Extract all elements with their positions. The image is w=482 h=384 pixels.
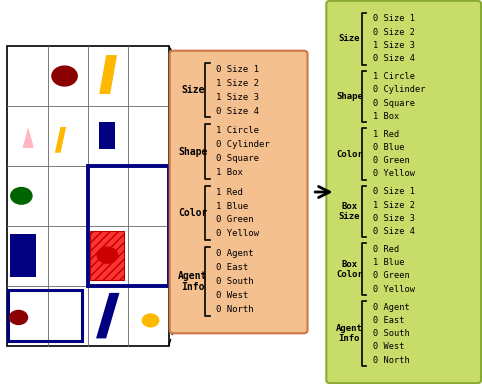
Text: 0 Size 3: 0 Size 3 — [373, 214, 415, 223]
Text: Agent
Info: Agent Info — [178, 271, 207, 292]
FancyBboxPatch shape — [170, 51, 308, 333]
Text: 0 East: 0 East — [373, 316, 404, 325]
Text: 1 Blue: 1 Blue — [373, 258, 404, 267]
Bar — [10, 233, 36, 277]
Text: 0 East: 0 East — [216, 263, 248, 272]
Text: 1 Size 3: 1 Size 3 — [216, 93, 259, 102]
Bar — [7, 46, 169, 346]
Text: 0 Size 1: 0 Size 1 — [373, 187, 415, 196]
Bar — [91, 230, 124, 280]
Text: 0 Green: 0 Green — [373, 156, 409, 165]
Text: 0 North: 0 North — [373, 356, 409, 364]
Text: Color: Color — [178, 208, 207, 218]
Polygon shape — [96, 293, 120, 338]
Text: 1 Box: 1 Box — [373, 112, 399, 121]
Polygon shape — [55, 127, 66, 153]
Text: 0 Size 2: 0 Size 2 — [373, 28, 415, 36]
Text: Box
Size: Box Size — [339, 202, 360, 221]
Text: Color: Color — [336, 149, 363, 159]
Text: 0 Red: 0 Red — [373, 245, 399, 254]
Text: 0 Agent: 0 Agent — [373, 303, 409, 311]
Text: Shape: Shape — [178, 147, 207, 157]
Polygon shape — [23, 127, 34, 148]
Text: 0 Size 4: 0 Size 4 — [373, 227, 415, 236]
Text: 0 Green: 0 Green — [216, 215, 254, 225]
Polygon shape — [99, 55, 117, 94]
Text: 1 Size 3: 1 Size 3 — [373, 41, 415, 50]
Text: 0 Square: 0 Square — [216, 154, 259, 163]
Text: 0 Blue: 0 Blue — [373, 143, 404, 152]
Bar — [99, 122, 115, 149]
Text: 0 Size 4: 0 Size 4 — [373, 54, 415, 63]
Text: 0 Cylinder: 0 Cylinder — [216, 140, 270, 149]
Text: Size: Size — [181, 85, 204, 95]
Text: 0 Green: 0 Green — [373, 271, 409, 280]
Bar — [9, 290, 82, 341]
Text: 0 South: 0 South — [373, 329, 409, 338]
Text: 1 Box: 1 Box — [216, 168, 243, 177]
Text: 0 North: 0 North — [216, 305, 254, 314]
Text: 1 Size 2: 1 Size 2 — [373, 200, 415, 210]
FancyBboxPatch shape — [326, 1, 481, 383]
Text: 0 Yellow: 0 Yellow — [216, 230, 259, 238]
Text: Agent
Info: Agent Info — [336, 324, 363, 343]
Text: 0 Agent: 0 Agent — [216, 249, 254, 258]
Text: 0 Size 4: 0 Size 4 — [216, 107, 259, 116]
Text: Box
Color: Box Color — [336, 260, 363, 279]
Text: 1 Red: 1 Red — [373, 130, 399, 139]
Text: 0 Size 1: 0 Size 1 — [373, 15, 415, 23]
Text: 0 Size 1: 0 Size 1 — [216, 65, 259, 74]
Text: 0 Square: 0 Square — [373, 99, 415, 108]
Text: 1 Circle: 1 Circle — [216, 126, 259, 135]
Text: 0 Cylinder: 0 Cylinder — [373, 85, 425, 94]
Circle shape — [9, 310, 28, 325]
Text: 1 Red: 1 Red — [216, 187, 243, 197]
Text: Shape: Shape — [336, 92, 363, 101]
Text: 1 Circle: 1 Circle — [373, 72, 415, 81]
Bar — [88, 166, 169, 286]
Text: 0 Yellow: 0 Yellow — [373, 285, 415, 294]
Text: 0 Yellow: 0 Yellow — [373, 169, 415, 179]
Text: 1 Size 2: 1 Size 2 — [216, 79, 259, 88]
Circle shape — [10, 187, 33, 205]
Text: 0 West: 0 West — [216, 291, 248, 300]
Text: 1 Blue: 1 Blue — [216, 202, 248, 210]
Text: 0 South: 0 South — [216, 277, 254, 286]
Text: 0 West: 0 West — [373, 342, 404, 351]
Text: Size: Size — [339, 34, 360, 43]
Circle shape — [142, 313, 160, 328]
Circle shape — [51, 65, 78, 87]
Circle shape — [96, 247, 118, 264]
